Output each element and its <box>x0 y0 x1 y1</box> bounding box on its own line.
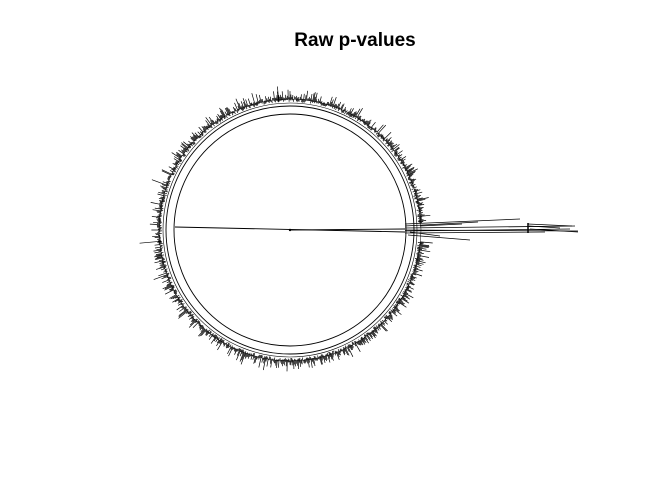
long-branch <box>404 218 521 225</box>
root-branches <box>174 226 406 233</box>
long-branch <box>527 223 573 227</box>
long-branch <box>529 228 579 233</box>
root-branch <box>289 228 406 231</box>
long-branch <box>409 231 441 237</box>
long-branch <box>407 234 471 241</box>
long-branch <box>419 223 463 227</box>
long-branch <box>528 225 561 229</box>
long-branch <box>404 231 546 234</box>
long-branch <box>404 229 579 232</box>
plot-title: Raw p-values <box>294 30 415 51</box>
long-branch-cluster <box>404 218 579 241</box>
outer-branch-fringe <box>139 86 433 372</box>
root-node <box>288 228 292 232</box>
long-branch <box>404 221 479 227</box>
tree-diagram <box>139 86 579 372</box>
long-branch <box>404 228 571 232</box>
long-branch <box>404 225 576 229</box>
